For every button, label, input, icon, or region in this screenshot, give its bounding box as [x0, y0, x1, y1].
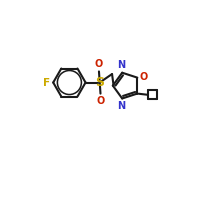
Text: N: N	[117, 101, 125, 111]
Text: O: O	[96, 96, 105, 106]
Text: N: N	[117, 60, 125, 70]
Text: S: S	[95, 76, 104, 89]
Text: O: O	[140, 72, 148, 82]
Text: O: O	[95, 59, 103, 69]
Text: F: F	[43, 78, 50, 88]
